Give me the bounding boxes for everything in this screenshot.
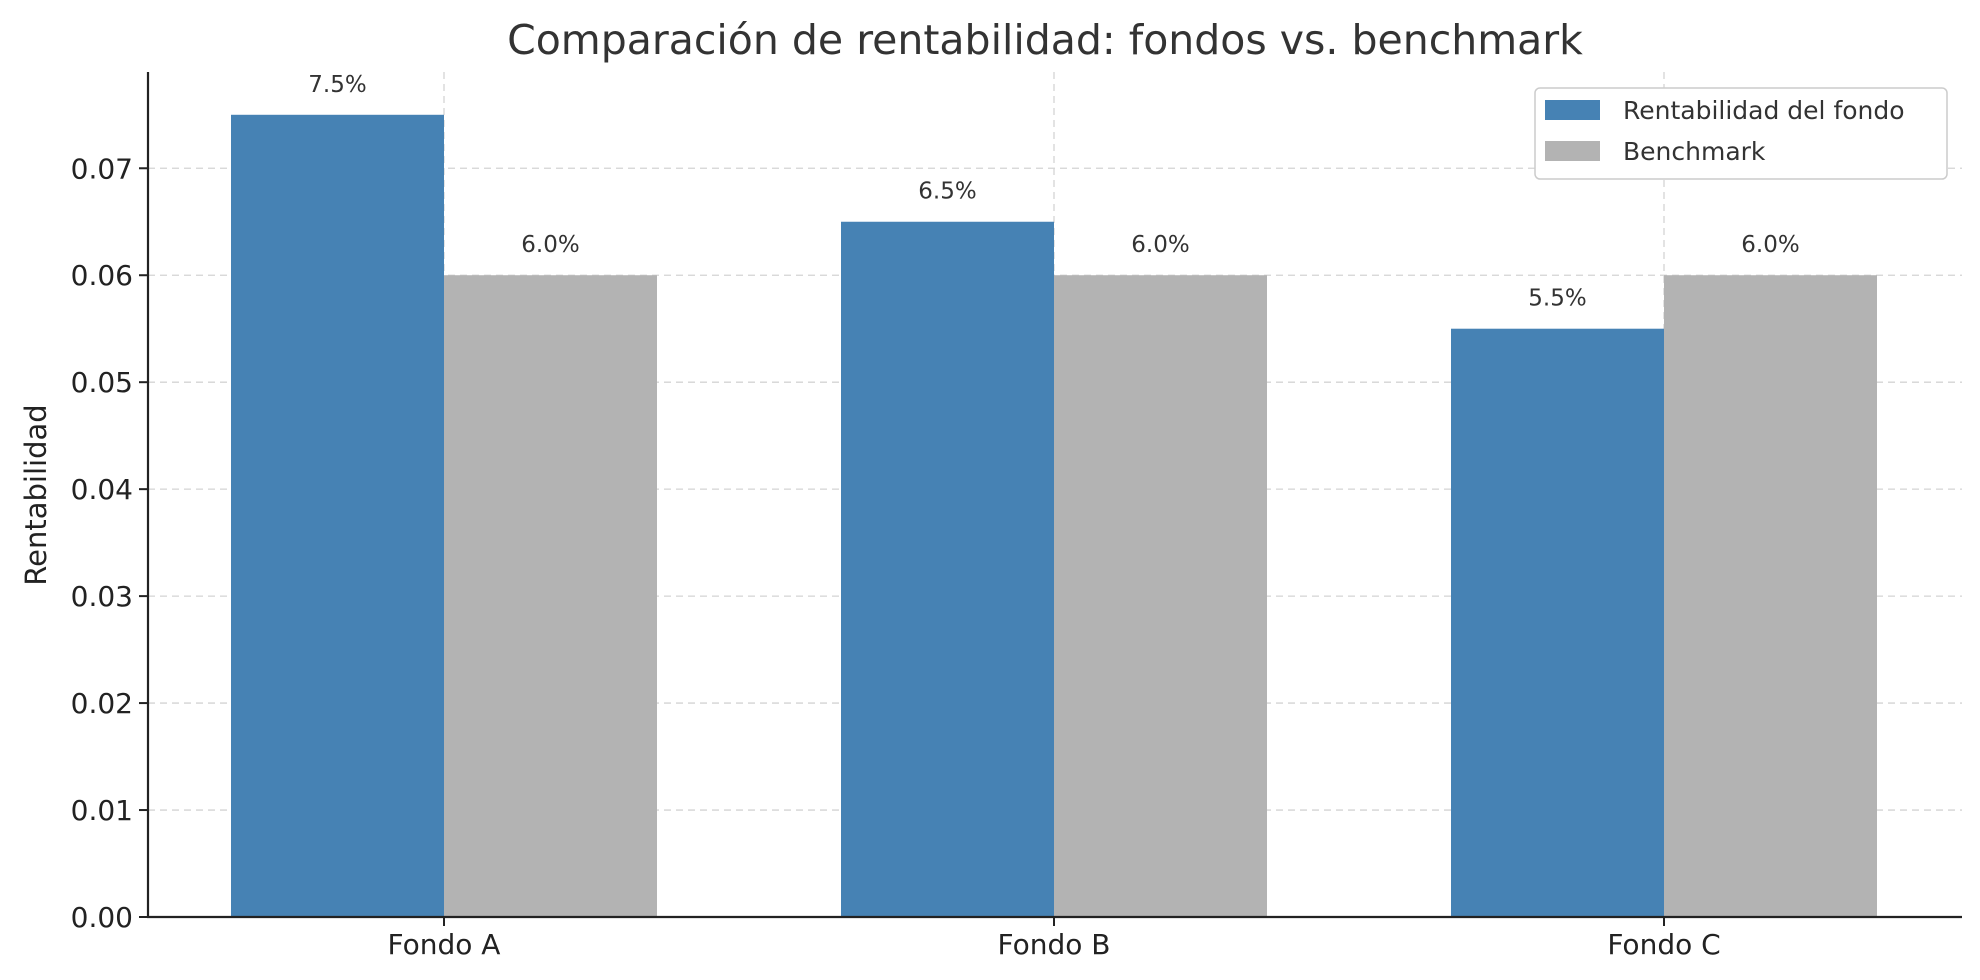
data-label: 7.5% bbox=[308, 72, 366, 98]
y-tick-label: 0.01 bbox=[71, 794, 133, 827]
legend-label: Benchmark bbox=[1623, 137, 1766, 166]
ticks-layer: 0.00 0.01 0.02 0.03 0.04 0.05 0.06 0.07 Fondo A F… bbox=[71, 152, 1721, 961]
x-tick-label: Fondo C bbox=[1607, 928, 1720, 961]
data-labels-layer: 7.5% 6.5% 5.5% 6.0% 6.0% 6.0% bbox=[308, 72, 1799, 312]
chart-title: Comparación de rentabilidad: fondos vs. … bbox=[507, 16, 1583, 64]
y-tick-label: 0.06 bbox=[71, 259, 133, 292]
bar-fund-1 bbox=[231, 114, 444, 918]
legend-swatch bbox=[1545, 141, 1600, 161]
data-label: 5.5% bbox=[1528, 286, 1586, 312]
bars-layer bbox=[231, 114, 1877, 918]
y-tick-label: 0.00 bbox=[71, 901, 133, 934]
data-label: 6.5% bbox=[918, 179, 976, 205]
y-tick-label: 0.03 bbox=[71, 580, 133, 613]
y-tick-label: 0.07 bbox=[71, 152, 133, 185]
data-label: 6.0% bbox=[1741, 232, 1799, 258]
y-tick-label: 0.05 bbox=[71, 366, 133, 399]
bar-benchmark-2 bbox=[1054, 275, 1267, 917]
data-label: 6.0% bbox=[521, 232, 579, 258]
bar-benchmark-3 bbox=[1664, 275, 1877, 917]
bar-fund-3 bbox=[1451, 328, 1664, 917]
legend-frame bbox=[1534, 87, 1948, 180]
bar-benchmark-1 bbox=[444, 275, 657, 917]
legend-swatch bbox=[1545, 100, 1600, 120]
bar-fund-2 bbox=[841, 221, 1054, 918]
y-axis-label: Rentabilidad bbox=[19, 404, 53, 585]
y-tick-label: 0.02 bbox=[71, 687, 133, 720]
legend-label: Rentabilidad del fondo bbox=[1623, 96, 1905, 125]
x-tick-label: Fondo B bbox=[998, 928, 1111, 961]
legend: Rentabilidad del fondo Benchmark bbox=[1534, 87, 1948, 180]
x-tick-label: Fondo A bbox=[388, 928, 501, 961]
data-label: 6.0% bbox=[1131, 232, 1189, 258]
y-tick-label: 0.04 bbox=[71, 473, 133, 506]
